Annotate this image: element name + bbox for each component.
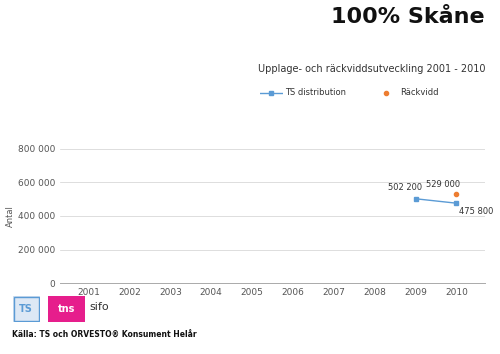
Line: TS distribution: TS distribution <box>414 197 459 205</box>
Text: TS distribution: TS distribution <box>285 87 346 97</box>
Text: tns: tns <box>58 304 75 314</box>
Text: 529 000: 529 000 <box>426 180 460 189</box>
Text: sifo: sifo <box>89 302 108 312</box>
Text: Källa: TS och ORVESTO® Konsument Helår: Källa: TS och ORVESTO® Konsument Helår <box>12 331 197 340</box>
TS distribution <box>454 201 460 205</box>
Text: TS: TS <box>20 304 33 314</box>
Text: 100% Skåne: 100% Skåne <box>332 7 485 27</box>
Y-axis label: Antal: Antal <box>6 205 15 227</box>
Text: 502 200: 502 200 <box>388 183 422 193</box>
Text: 475 800: 475 800 <box>459 207 494 216</box>
Text: Räckvidd: Räckvidd <box>400 87 438 97</box>
Text: Upplage- och räckviddsutveckling 2001 - 2010: Upplage- och räckviddsutveckling 2001 - … <box>258 64 485 74</box>
TS distribution <box>412 196 418 201</box>
